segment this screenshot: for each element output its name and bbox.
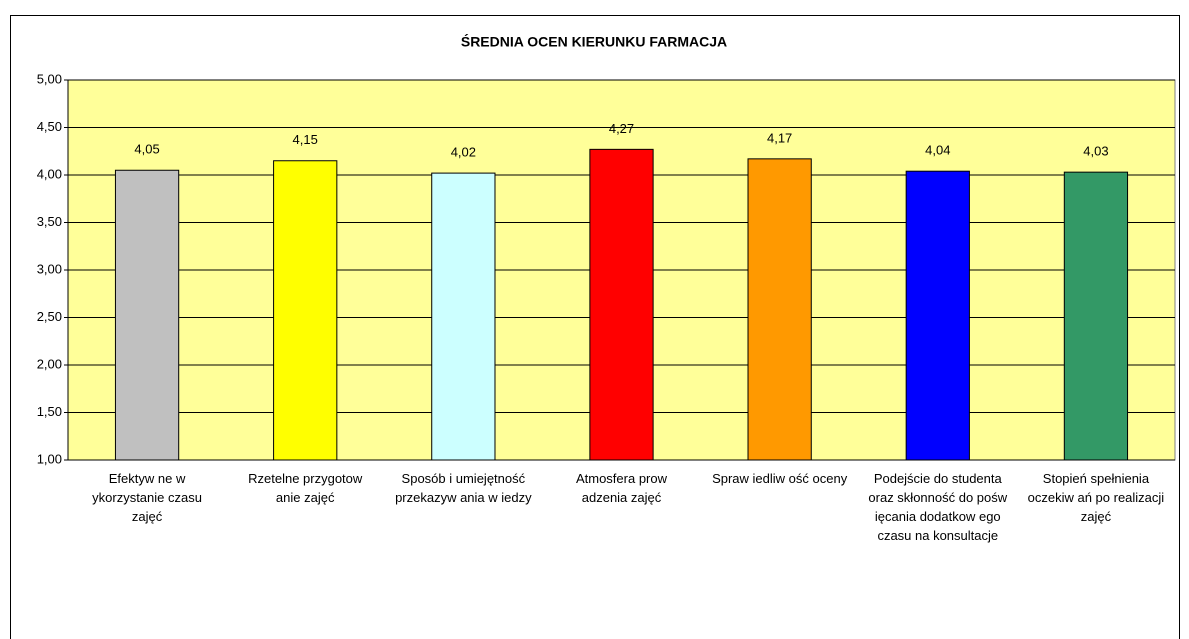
x-tick-label: Sposób i umiejętność przekazyw ania w ie… (395, 471, 532, 505)
y-tick-label: 1,50 (37, 404, 62, 419)
y-tick-label: 4,50 (37, 119, 62, 134)
bar (273, 160, 338, 461)
value-label: 4,05 (134, 142, 159, 157)
bar (1063, 171, 1129, 461)
value-label: 4,15 (293, 132, 318, 147)
value-label: 4,04 (925, 143, 950, 158)
value-label: 4,17 (767, 130, 792, 145)
y-tick-label: 2,00 (37, 356, 62, 371)
x-tick-label: Atmosfera prow adzenia zajęć (575, 471, 668, 505)
value-label: 4,27 (609, 121, 634, 136)
y-tick-label: 4,00 (37, 166, 62, 181)
y-tick-label: 3,00 (37, 261, 62, 276)
x-tick-label: Rzetelne przygotow anie zajęć (248, 471, 363, 505)
value-label: 4,03 (1083, 144, 1108, 159)
bar (589, 148, 654, 461)
y-tick-label: 3,50 (37, 214, 62, 229)
x-tick-label: Efektyw ne w ykorzystanie czasu zajęć (92, 471, 202, 524)
y-tick-label: 2,50 (37, 309, 62, 324)
bar (114, 169, 180, 461)
value-label: 4,02 (451, 145, 476, 160)
x-tick-label: Spraw iedliw ość oceny (712, 471, 848, 486)
bar (431, 172, 496, 461)
chart-title: ŚREDNIA OCEN KIERUNKU FARMACJA (461, 33, 727, 50)
y-tick-label: 5,00 (37, 71, 62, 86)
x-tick-label: Stopień spełnienia oczekiw ań po realiza… (1027, 471, 1165, 524)
y-tick-label: 1,00 (37, 451, 62, 466)
x-tick-label: Podejście do studenta oraz skłonność do … (868, 471, 1008, 543)
bar (905, 170, 970, 461)
bar (747, 158, 812, 461)
